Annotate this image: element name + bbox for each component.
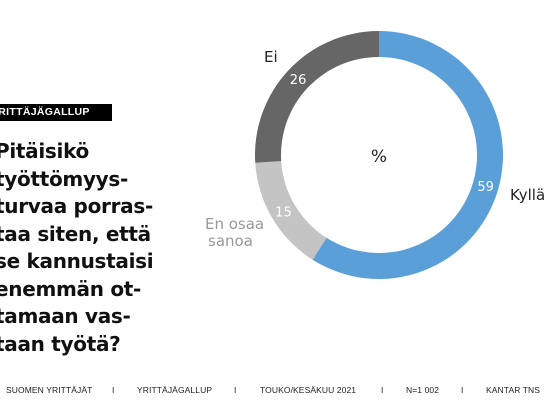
question-line: taan työtä?: [0, 331, 121, 356]
question-line: se kannustaisi: [0, 249, 154, 273]
donut-center-label: %: [371, 147, 387, 167]
slice-kylla: [312, 31, 503, 279]
footer-separator: I: [112, 385, 115, 395]
footer-separator: I: [234, 385, 237, 395]
question-line: enemmän ot-: [0, 276, 142, 301]
category-label-kylla: Kyllä: [510, 186, 545, 204]
footer-separator: I: [461, 385, 464, 395]
category-label-en-osaa: En osaa: [205, 215, 264, 233]
value-label-en-osaa: 15: [275, 206, 292, 221]
source-footer: SUOMEN YRITTÄJÄT I YRITTÄJÄGALLUP I TOUK…: [0, 385, 545, 399]
slice-en-osaa: [255, 161, 327, 260]
slice-ei: [255, 31, 379, 163]
question-line: turvaa porras-: [0, 194, 153, 218]
question-line: Pitäisikö: [0, 139, 89, 163]
footer-item: YRITTÄJÄGALLUP: [137, 385, 213, 395]
footer-item: N=1 002: [406, 385, 440, 395]
donut-slices: [255, 31, 503, 279]
value-label-ei: 26: [290, 73, 307, 88]
gallup-badge: YRITTÄJÄGALLUP: [0, 104, 112, 121]
question-heading: Pitäisikö työttömyys- turvaa porras- taa…: [0, 138, 195, 358]
question-line: taa siten, että: [0, 221, 151, 246]
question-line: työttömyys-: [0, 166, 129, 191]
category-label-ei: Ei: [264, 48, 278, 66]
footer-separator: I: [381, 385, 384, 395]
question-line: tamaan vas-: [0, 304, 131, 328]
value-label-kylla: 59: [477, 180, 494, 195]
category-label-en-osaa: sanoa: [208, 232, 253, 250]
footer-item: KANTAR TNS: [486, 385, 541, 395]
footer-item: TOUKO/KESÄKUU 2021: [260, 385, 357, 395]
footer-item: SUOMEN YRITTÄJÄT: [6, 385, 93, 395]
